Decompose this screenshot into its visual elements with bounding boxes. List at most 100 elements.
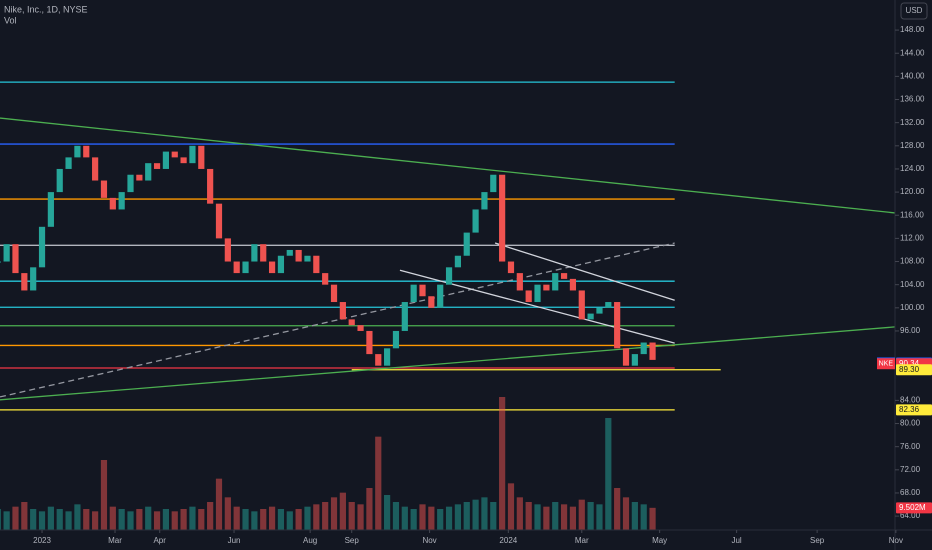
volume-bar bbox=[224, 497, 231, 530]
volume-bar bbox=[233, 506, 240, 530]
volume-bar bbox=[507, 483, 515, 530]
volume-bar bbox=[127, 511, 134, 530]
volume-bar bbox=[543, 506, 550, 530]
x-tick-label: 2023 bbox=[33, 536, 51, 545]
y-tick-label: 124.00 bbox=[900, 164, 925, 173]
trend-line bbox=[0, 242, 675, 398]
volume-bar bbox=[251, 511, 258, 530]
volume-pane bbox=[0, 397, 656, 530]
x-tick-label: Sep bbox=[345, 536, 360, 545]
candle-body bbox=[118, 192, 125, 210]
candle-body bbox=[525, 290, 532, 303]
volume-bar bbox=[92, 511, 99, 530]
candle-body bbox=[445, 267, 453, 285]
x-tick-label: Nov bbox=[889, 536, 903, 545]
volume-bar bbox=[596, 504, 603, 530]
volume-bar bbox=[260, 509, 267, 530]
candle-body bbox=[286, 249, 293, 256]
y-tick-label: 80.00 bbox=[900, 419, 921, 428]
candle-body bbox=[215, 203, 223, 239]
volume-bar bbox=[490, 502, 497, 530]
volume-bar bbox=[145, 506, 152, 530]
candle-body bbox=[83, 145, 90, 158]
candle-body bbox=[242, 261, 249, 274]
y-tick-label: 64.00 bbox=[900, 511, 921, 520]
candles bbox=[0, 145, 656, 366]
candle-body bbox=[65, 157, 72, 169]
volume-bar bbox=[569, 506, 577, 530]
candle-body bbox=[437, 284, 444, 308]
volume-bar bbox=[410, 509, 417, 530]
x-tick-label: Mar bbox=[108, 536, 122, 545]
volume-bar bbox=[375, 436, 382, 530]
volume-bar bbox=[295, 509, 302, 530]
y-tick-label: 148.00 bbox=[900, 25, 925, 34]
volume-bar bbox=[631, 502, 638, 530]
price-label-box bbox=[896, 364, 932, 376]
x-tick-label: Jul bbox=[731, 536, 741, 545]
volume-bar bbox=[74, 504, 81, 530]
candle-body bbox=[384, 348, 391, 366]
candle-body bbox=[47, 192, 54, 227]
candle-body bbox=[3, 244, 10, 262]
candle-body bbox=[454, 255, 461, 268]
volume-bar bbox=[428, 506, 435, 530]
y-tick-label: 140.00 bbox=[900, 71, 925, 80]
candle-body bbox=[339, 302, 346, 320]
volume-bar bbox=[12, 506, 19, 530]
candle-body bbox=[38, 226, 46, 268]
volume-bar bbox=[47, 506, 54, 530]
volume-bar bbox=[207, 502, 214, 530]
volume-bar bbox=[162, 509, 170, 530]
candle-body bbox=[109, 197, 116, 210]
candle-body bbox=[304, 255, 311, 262]
currency-button[interactable] bbox=[900, 2, 928, 20]
candle-body bbox=[587, 313, 594, 320]
candle-body bbox=[162, 151, 170, 169]
volume-bar bbox=[56, 509, 63, 530]
volume-bar bbox=[65, 511, 72, 530]
candle-body bbox=[295, 249, 302, 262]
x-tick-label: Mar bbox=[575, 536, 589, 545]
candle-body bbox=[233, 261, 240, 274]
y-tick-label: 144.00 bbox=[900, 48, 925, 57]
trend-line bbox=[399, 269, 675, 344]
x-tick-label: Aug bbox=[303, 536, 317, 545]
volume-label-box bbox=[896, 502, 932, 514]
y-tick-label: 68.00 bbox=[900, 488, 921, 497]
candle-body bbox=[392, 330, 400, 349]
volume-bar bbox=[109, 506, 116, 530]
candle-body bbox=[375, 354, 382, 366]
volume-label-value: 9.502M bbox=[899, 503, 926, 512]
price-label-value: 82.36 bbox=[899, 405, 920, 414]
candle-body bbox=[472, 209, 479, 233]
y-tick-label: 116.00 bbox=[900, 210, 924, 219]
volume-bar bbox=[649, 507, 656, 530]
candle-body bbox=[21, 273, 28, 291]
symbol-title: Nike, Inc., 1D, NYSE bbox=[4, 4, 88, 14]
volume-bar bbox=[472, 499, 479, 530]
volume-bar bbox=[454, 504, 461, 530]
candle-body bbox=[605, 302, 612, 308]
volume-bar bbox=[357, 504, 364, 530]
candle-body bbox=[127, 174, 134, 193]
volume-bar bbox=[419, 504, 426, 530]
price-label-value: 90.34 bbox=[899, 359, 920, 368]
volume-bar bbox=[366, 488, 373, 530]
candle-body bbox=[92, 157, 99, 181]
candle-body bbox=[569, 278, 577, 291]
trend-line bbox=[0, 117, 896, 214]
volume-bar bbox=[614, 488, 621, 530]
candle-body bbox=[499, 174, 506, 262]
candle-body bbox=[189, 145, 196, 164]
volume-bar bbox=[277, 509, 285, 530]
candle-body bbox=[313, 255, 320, 274]
volume-bar bbox=[640, 504, 647, 530]
volume-bar bbox=[21, 502, 28, 530]
candle-body bbox=[631, 354, 638, 366]
volume-bar bbox=[445, 506, 453, 530]
volume-bar bbox=[339, 492, 346, 530]
candle-body bbox=[534, 284, 541, 303]
y-tick-label: 96.00 bbox=[900, 326, 921, 335]
volume-bar bbox=[330, 497, 338, 530]
